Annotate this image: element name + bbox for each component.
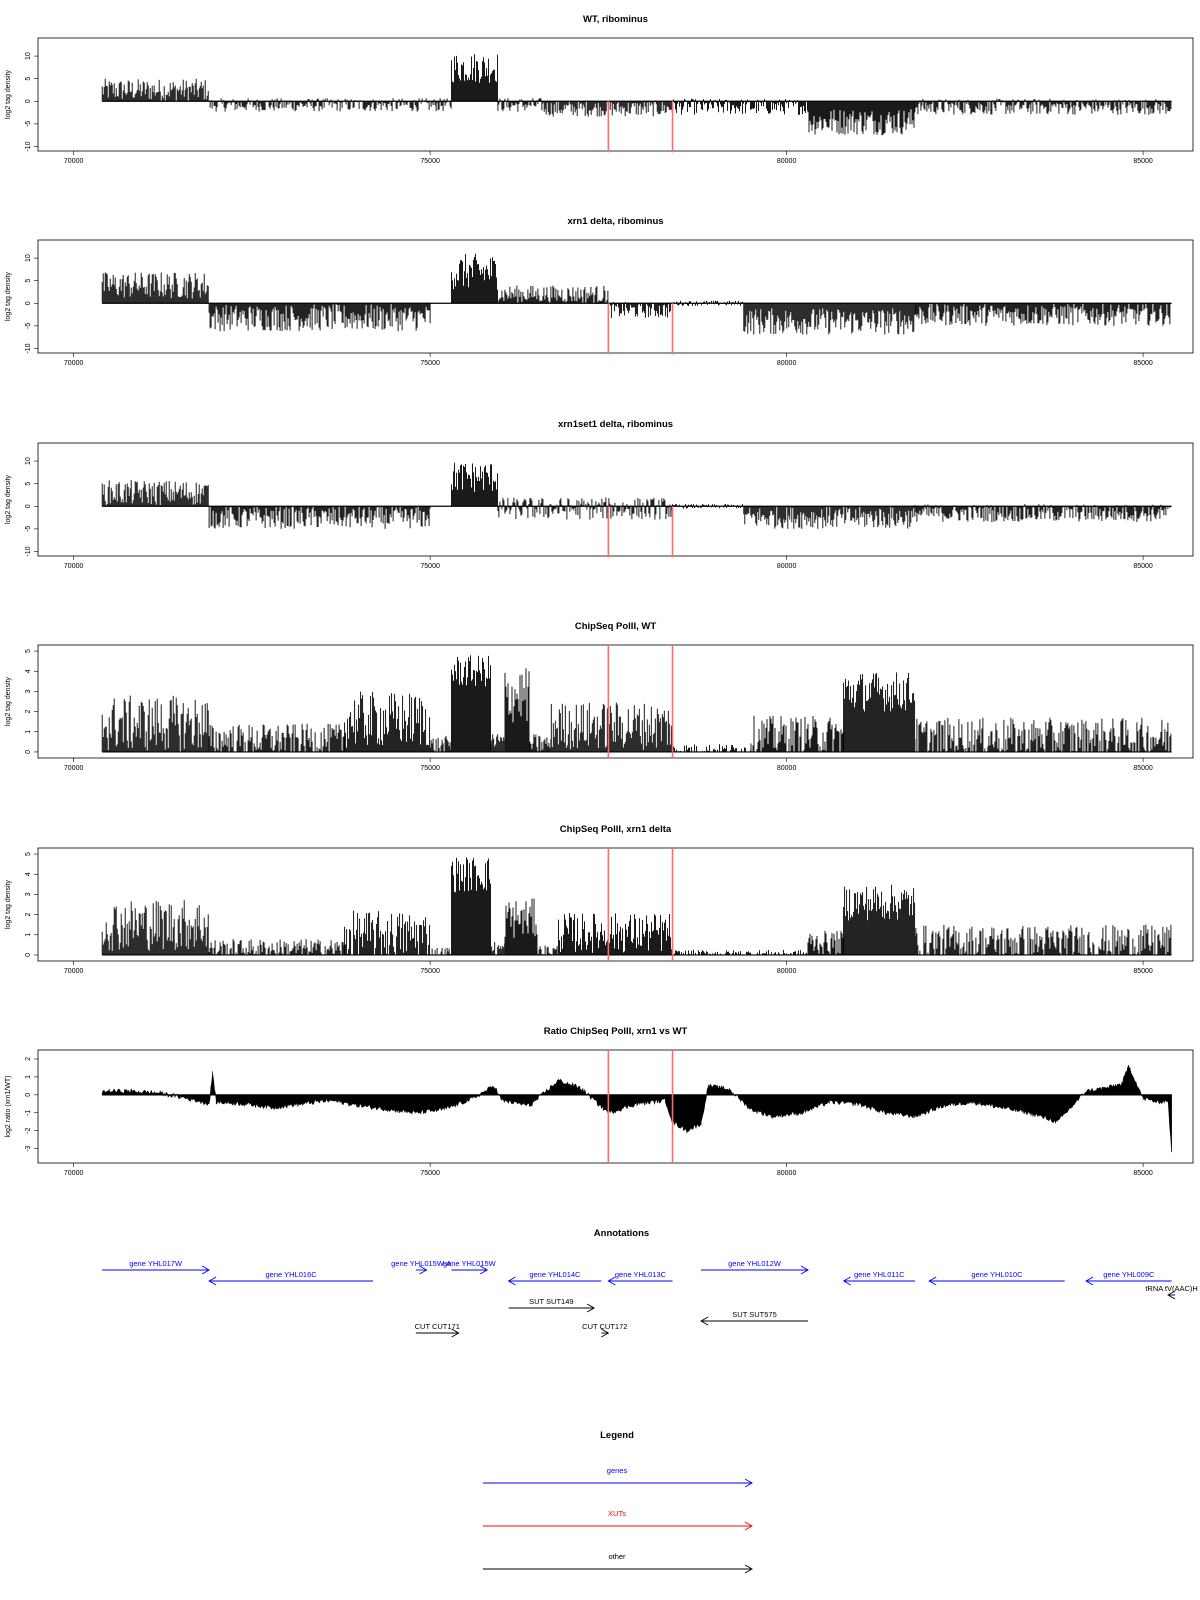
y-tick-label: 3 [25, 892, 32, 896]
y-tick-label: 0 [25, 750, 32, 754]
y-tick-label: 2 [25, 710, 32, 714]
y-tick-label: 10 [25, 457, 32, 465]
panel-title: ChipSeq PolII, xrn1 delta [560, 824, 672, 835]
y-axis-label: log2 tag density [5, 271, 12, 321]
y-tick-label: 4 [25, 872, 32, 876]
panel-title: xrn1set1 delta, ribominus [558, 419, 673, 430]
x-tick-label: 80000 [777, 765, 797, 772]
x-tick-label: 85000 [1133, 360, 1153, 367]
y-tick-label: -10 [25, 343, 32, 353]
x-tick-label: 70000 [64, 158, 84, 165]
panel-xrn1set1_ribominus: xrn1set1 delta, ribominus -10 -5 0 5 10 log2 t… [5, 419, 1194, 570]
y-tick-label: 0 [25, 301, 32, 305]
y-tick-label: 1 [25, 933, 32, 937]
y-tick-label: 0 [25, 504, 32, 508]
x-tick-label: 70000 [64, 360, 84, 367]
x-tick-label: 75000 [420, 968, 440, 975]
y-tick-label: 10 [25, 254, 32, 262]
x-tick-label: 85000 [1133, 765, 1153, 772]
panel-chip_xrn1: ChipSeq PolII, xrn1 delta 0 1 2 3 4 5 log2 tag … [5, 824, 1194, 975]
x-tick-label: 85000 [1133, 563, 1153, 570]
panel-title: xrn1 delta, ribominus [567, 216, 663, 227]
y-tick-label: 2 [25, 913, 32, 917]
y-axis-label: log2 tag density [5, 69, 12, 119]
y-tick-label: 5 [25, 279, 32, 283]
x-tick-label: 80000 [777, 563, 797, 570]
x-tick-label: 70000 [64, 765, 84, 772]
x-tick-label: 75000 [420, 158, 440, 165]
signal-bars [101, 253, 1172, 335]
plot-frame [37, 239, 1194, 354]
plot-frame [37, 37, 1194, 152]
signal-bars [101, 462, 1172, 529]
y-tick-label: 3 [25, 689, 32, 693]
y-axis-label: log2 tag density [5, 676, 12, 726]
x-tick-label: 70000 [64, 563, 84, 570]
y-tick-label: -10 [25, 546, 32, 556]
y-tick-label: 5 [25, 852, 32, 856]
y-tick-label: 0 [25, 953, 32, 957]
y-tick-label: -5 [25, 323, 32, 329]
y-axis-label: log2 tag density [5, 879, 12, 929]
y-tick-label: -5 [25, 121, 32, 127]
y-tick-label: -10 [25, 141, 32, 151]
x-tick-label: 75000 [420, 765, 440, 772]
plot-frame [37, 442, 1194, 557]
y-tick-label: 5 [25, 649, 32, 653]
y-tick-label: 5 [25, 77, 32, 81]
x-tick-label: 85000 [1133, 968, 1153, 975]
x-tick-label: 80000 [777, 968, 797, 975]
signal-bars [101, 857, 1172, 955]
plot-frame [37, 644, 1194, 759]
x-tick-label: 70000 [64, 968, 84, 975]
y-tick-label: -5 [25, 526, 32, 532]
panel-wt_ribominus: WT, ribominus -10 -5 0 5 10 log2 tag density 70… [5, 14, 1194, 165]
panel-title: WT, ribominus [583, 14, 648, 25]
y-axis-label: log2 tag density [5, 474, 12, 524]
x-tick-label: 80000 [777, 360, 797, 367]
plot-frame [37, 847, 1194, 962]
signal-bars [101, 54, 1172, 136]
panel-title: ChipSeq PolII, WT [575, 621, 656, 632]
y-tick-label: 4 [25, 669, 32, 673]
signal-bars [101, 655, 1172, 752]
y-tick-label: 10 [25, 52, 32, 60]
y-tick-label: 1 [25, 730, 32, 734]
x-tick-label: 75000 [420, 360, 440, 367]
x-tick-label: 75000 [420, 563, 440, 570]
y-tick-label: 0 [25, 99, 32, 103]
x-tick-label: 80000 [777, 158, 797, 165]
panel-xrn1_ribominus: xrn1 delta, ribominus -10 -5 0 5 10 log2 tag d… [5, 216, 1194, 367]
y-tick-label: 5 [25, 482, 32, 486]
panel-chip_wt: ChipSeq PolII, WT 0 1 2 3 4 5 log2 tag density 7… [5, 621, 1194, 772]
x-tick-label: 85000 [1133, 158, 1153, 165]
